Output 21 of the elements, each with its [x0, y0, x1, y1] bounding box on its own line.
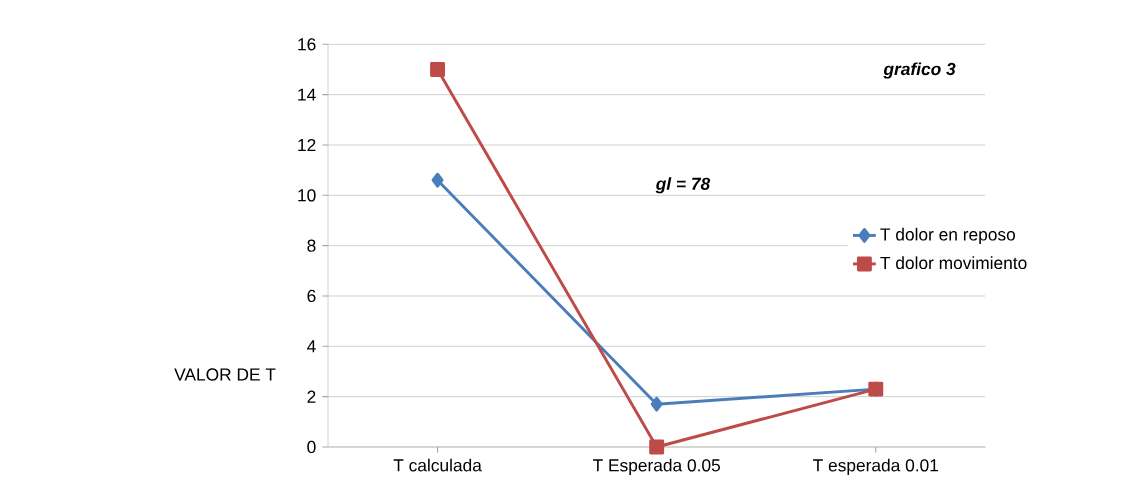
annotation: grafico 3: [883, 62, 956, 79]
point: [430, 62, 446, 77]
legend-label: T dolor movimiento: [880, 256, 1027, 270]
y-tick-label: 2: [307, 390, 316, 403]
legend-label: T dolor en reposo: [880, 227, 1016, 245]
point: [431, 172, 444, 188]
y-tick-label: 12: [298, 138, 316, 152]
point: [649, 439, 665, 455]
y-tick-label: 0: [307, 440, 316, 454]
x-tick-label: T esperada 0.01: [813, 458, 939, 475]
y-tick-label: 14: [298, 88, 316, 101]
y-tick-label: 6: [307, 289, 316, 303]
x-tick-label: T Esperada 0.05: [592, 458, 720, 475]
y-tick-label: 8: [307, 239, 316, 252]
y-tick-label: 16: [298, 38, 316, 51]
x-tick-label: T calculada: [393, 458, 482, 472]
annotation: gl = 78: [655, 177, 711, 194]
y-tick-label: 4: [307, 340, 316, 353]
y-axis-title: VALOR DE T: [174, 368, 276, 381]
point: [650, 396, 663, 412]
y-tick-label: 10: [298, 189, 316, 202]
